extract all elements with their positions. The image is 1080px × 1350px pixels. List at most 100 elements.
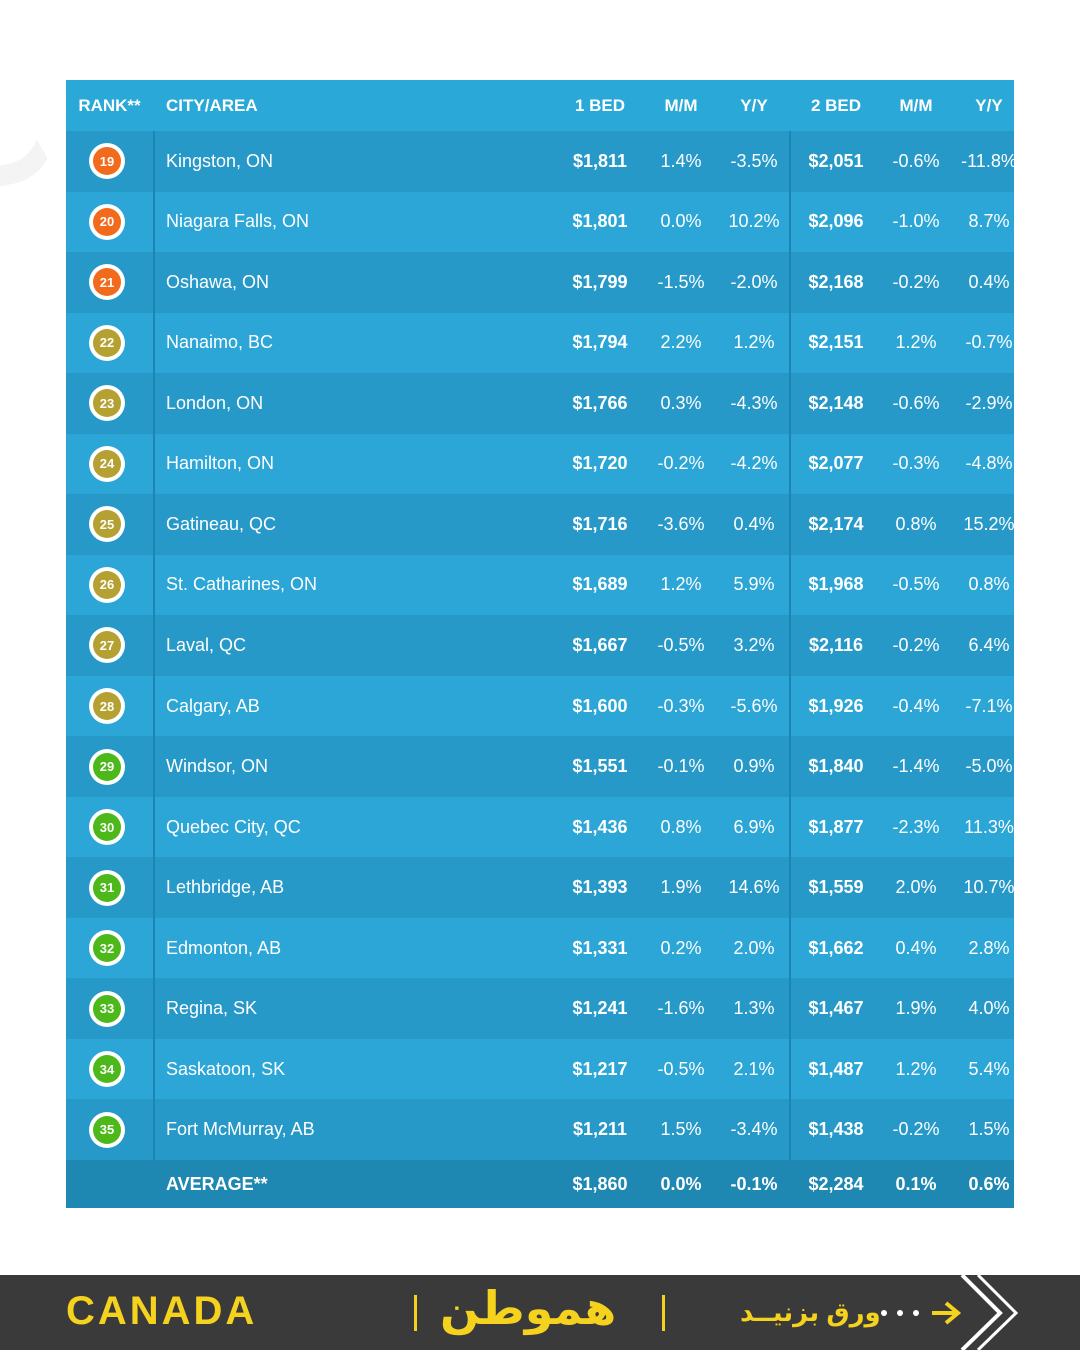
cell: -2.9% [965, 392, 1013, 413]
cell: $2,174 [808, 513, 864, 534]
cell: 5.4% [968, 1058, 1010, 1079]
cell: -0.3% [892, 453, 940, 474]
cell: Laval, QC [166, 634, 247, 655]
cell: 0.8% [968, 574, 1010, 595]
column-header: RANK** [78, 95, 141, 115]
table-row: 30 Quebec City, QC $1,436 0.8% 6.9% $1,877 -2.… [66, 796, 1014, 858]
rank: 26 [93, 570, 121, 599]
cell: Saskatoon, SK [166, 1058, 286, 1079]
divider [414, 1295, 417, 1331]
cell: 10.7% [963, 877, 1015, 898]
rank-badge: 32 [89, 930, 125, 967]
cell: -1.4% [892, 756, 940, 777]
cell: $1,794 [572, 332, 628, 353]
rank-badge: 22 [89, 324, 125, 361]
cell: 15.2% [963, 513, 1015, 534]
rank-badge: 33 [89, 990, 125, 1027]
cell: -0.7% [965, 332, 1013, 353]
cell: -0.2% [892, 634, 940, 655]
cell: 1.2% [660, 574, 702, 595]
cell: $1,667 [572, 634, 628, 655]
average-row: AVERAGE** $1,860 0.0% -0.1% $2,284 0.1% 0.6% [66, 1160, 1014, 1208]
rank-badge: 29 [89, 748, 125, 785]
cell: 0.0% [660, 211, 702, 232]
cell: $2,077 [808, 453, 864, 474]
cell: St. Catharines, ON [166, 574, 318, 595]
cell: -4.2% [730, 453, 778, 474]
cell: $1,559 [808, 877, 864, 898]
cell: $2,116 [808, 634, 864, 655]
cell: 1.2% [895, 1058, 937, 1079]
cell: -0.1% [657, 756, 705, 777]
cell: Hamilton, ON [166, 453, 275, 474]
cell: -5.6% [730, 695, 778, 716]
cell: Nanaimo, BC [166, 332, 274, 353]
column-header: Y/Y [975, 95, 1003, 115]
rank: 33 [93, 994, 121, 1023]
cell: -0.2% [892, 271, 940, 292]
column-divider [153, 131, 155, 1160]
rank-badge: 27 [89, 627, 125, 664]
cell: -0.4% [892, 695, 940, 716]
cell: Niagara Falls, ON [166, 211, 310, 232]
cell: -11.8% [961, 150, 1017, 171]
cell: 10.2% [728, 211, 780, 232]
cell: London, ON [166, 392, 264, 413]
cell: -1.6% [657, 998, 705, 1019]
rank-badge: 31 [89, 869, 125, 906]
table-row: 21 Oshawa, ON $1,799 -1.5% -2.0% $2,168 -0.2% 0… [66, 252, 1014, 313]
cell: 0.8% [895, 513, 937, 534]
cell: 2.0% [895, 877, 937, 898]
rank: 25 [93, 510, 121, 539]
column-header: M/M [899, 95, 933, 115]
divider [662, 1295, 665, 1331]
cell: Windsor, ON [166, 756, 269, 777]
cell: $2,168 [808, 271, 864, 292]
cell: $1,720 [572, 453, 628, 474]
cell: 6.9% [733, 816, 775, 837]
cell: 3.2% [733, 634, 775, 655]
rank: 30 [93, 813, 121, 842]
table-row: 34 Saskatoon, SK $1,217 -0.5% 2.1% $1,487 1.2%… [66, 1038, 1014, 1100]
rank-badge: 21 [89, 264, 125, 301]
cell: 0.4% [733, 513, 775, 534]
cell: AVERAGE** [166, 1173, 268, 1194]
cell: $1,968 [808, 574, 864, 595]
footer: CANADA هموطن ورق بزنیــد [0, 1275, 1080, 1350]
cell: $1,438 [808, 1119, 864, 1140]
cell: -3.4% [730, 1119, 778, 1140]
column-header: 1 BED [574, 95, 626, 115]
cell: 11.3% [964, 816, 1014, 837]
column-header: 2 BED [810, 95, 862, 115]
cell: 2.8% [968, 937, 1010, 958]
cell: 0.6% [968, 1173, 1010, 1194]
cell: $1,926 [808, 695, 864, 716]
cell: Regina, SK [166, 998, 258, 1019]
rank-badge: 26 [89, 566, 125, 603]
rank: 31 [93, 873, 121, 902]
cell: 0.3% [660, 392, 702, 413]
rank-badge: 35 [89, 1111, 125, 1148]
cell: $2,151 [808, 332, 864, 353]
rank: 19 [93, 147, 121, 176]
cell: 0.9% [733, 756, 775, 777]
cell: 5.9% [733, 574, 775, 595]
rank: 32 [93, 934, 121, 963]
cell: $1,436 [572, 816, 628, 837]
cell: $1,600 [572, 695, 628, 716]
cell: $1,217 [572, 1058, 628, 1079]
rank: 20 [93, 207, 121, 236]
cell: $2,148 [808, 392, 864, 413]
cell: 0.0% [660, 1173, 702, 1194]
cell: Kingston, ON [166, 150, 274, 171]
swipe-text: ورق بزنیــد [740, 1297, 881, 1327]
rank-badge: 30 [89, 809, 125, 846]
rank: 35 [93, 1115, 121, 1144]
cell: -3.6% [657, 513, 705, 534]
cell: $1,689 [572, 574, 628, 595]
cell: $2,096 [808, 211, 864, 232]
cell: $1,840 [808, 756, 864, 777]
cell: 1.5% [660, 1119, 702, 1140]
cell: -0.1% [730, 1173, 778, 1194]
cell: -0.5% [892, 574, 940, 595]
